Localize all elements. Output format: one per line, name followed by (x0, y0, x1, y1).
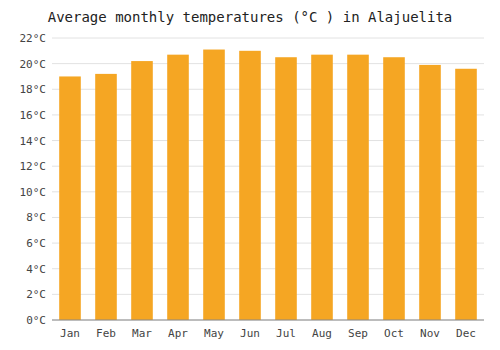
x-tick-label: Jun (240, 327, 260, 340)
bar (95, 74, 117, 320)
bar (311, 55, 333, 320)
y-tick-label: 8°C (26, 211, 46, 224)
y-tick-label: 22°C (20, 32, 47, 45)
bar (239, 51, 261, 320)
x-tick-label: Jan (60, 327, 80, 340)
bar (383, 57, 405, 320)
y-axis: 0°C 2°C 4°C 6°C 8°C 10°C 12°C 14°C 16°C 18°C 20°C 2… (20, 32, 47, 327)
grid-line (52, 38, 484, 39)
x-tick-label: Oct (384, 327, 404, 340)
y-tick-label: 12°C (20, 160, 47, 173)
grid-line (52, 320, 484, 321)
chart-svg: Average monthly temperatures (°C ) in Al… (0, 0, 500, 350)
x-axis-line (52, 320, 484, 321)
x-axis: Jan Feb Mar Apr May Jun Jul Aug Sep Oct Nov Dec (60, 327, 476, 340)
bar (347, 55, 369, 320)
grid (52, 38, 484, 320)
title: Average monthly temperatures (°C ) in Al… (48, 9, 453, 25)
bar (131, 61, 153, 320)
x-tick-label: Jul (276, 327, 296, 340)
y-tick-label: 18°C (20, 83, 47, 96)
x-tick-label: Apr (168, 327, 188, 340)
y-tick-label: 4°C (26, 263, 46, 276)
y-tick-label: 2°C (26, 288, 46, 301)
page: {"chart_data": {"type": "bar", "title": … (0, 0, 500, 350)
y-tick-label: 16°C (20, 109, 47, 122)
bar (59, 76, 81, 320)
y-tick-label: 6°C (26, 237, 46, 250)
bar (203, 50, 225, 320)
x-tick-label: Feb (96, 327, 116, 340)
bar (419, 65, 441, 320)
bar (275, 57, 297, 320)
x-tick-label: Aug (312, 327, 332, 340)
x-tick-label: Dec (456, 327, 476, 340)
y-tick-label: 0°C (26, 314, 46, 327)
x-tick-label: Nov (420, 327, 440, 340)
y-tick-label: 20°C (20, 58, 47, 71)
x-tick-label: Mar (132, 327, 152, 340)
bar (167, 55, 189, 320)
bars (59, 50, 477, 320)
bar (455, 69, 477, 320)
x-tick-label: Sep (348, 327, 368, 340)
x-tick-label: May (204, 327, 224, 340)
chart-container: Average monthly temperatures (°C ) in Al… (0, 0, 500, 350)
y-tick-label: 10°C (20, 186, 47, 199)
grid-line (52, 63, 484, 64)
y-tick-label: 14°C (20, 135, 47, 148)
